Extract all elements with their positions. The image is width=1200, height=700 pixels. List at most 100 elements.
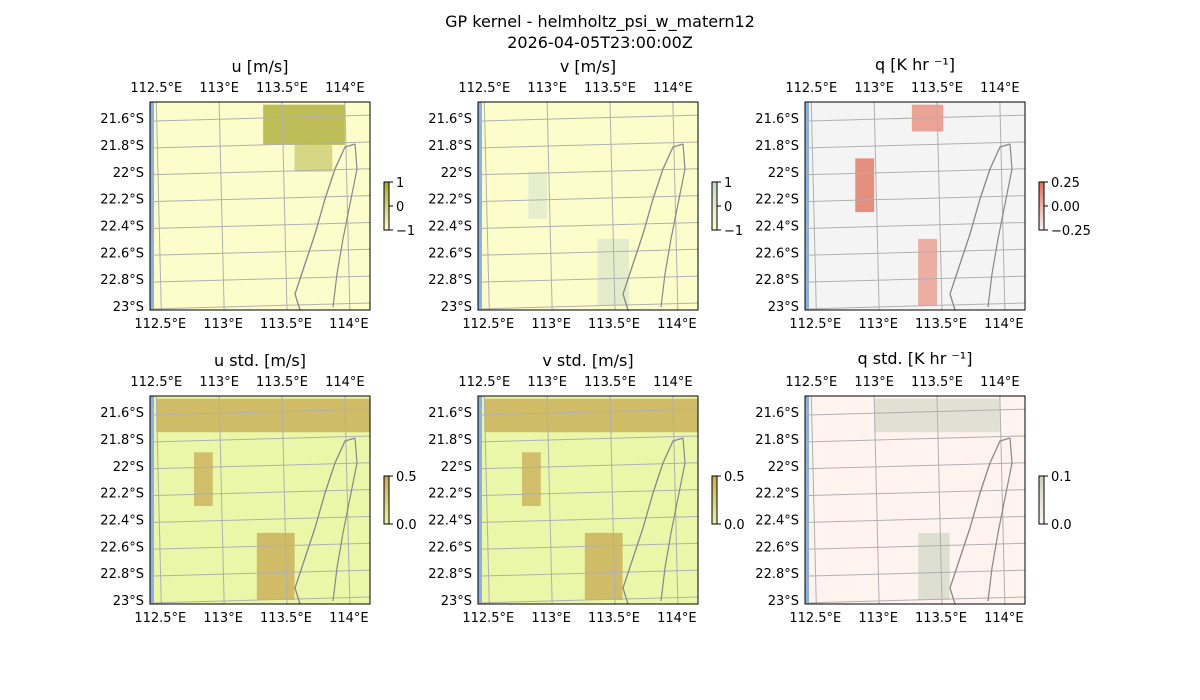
- map-edge: [478, 102, 482, 310]
- lat-tick-label: 22.4°S: [755, 219, 799, 234]
- colorbar: [383, 181, 390, 231]
- map-frame: [804, 101, 1026, 311]
- colorbar-tick-label: 0.00: [1051, 200, 1080, 215]
- graticule-lat: [477, 569, 699, 577]
- coastline-inner: [660, 437, 686, 602]
- lat-tick-label: 22°S: [441, 460, 472, 475]
- graticule-lat: [149, 275, 371, 283]
- lat-tick-label: 21.6°S: [100, 112, 144, 127]
- coastline: [622, 143, 684, 311]
- lat-tick-label: 22.6°S: [428, 246, 472, 261]
- lat-tick-label: 22.2°S: [428, 193, 472, 208]
- map-panel-3: 112.5°E 112.5°E 113°E 113°E 113.5°E 113.5°E 11…: [100, 375, 416, 626]
- colorbar: [711, 475, 718, 525]
- lat-tick-label: 22.8°S: [428, 273, 472, 288]
- lon-tick-label-bottom: 113°E: [531, 611, 571, 626]
- map-background: [805, 102, 1025, 310]
- data-patch: [584, 532, 623, 600]
- graticule-lon: [936, 101, 943, 311]
- lon-tick-label-bottom: 112.5°E: [462, 317, 514, 332]
- data-patch: [194, 452, 213, 507]
- lon-tick-label-top: 113°E: [854, 81, 894, 96]
- lon-tick-label-bottom: 112.5°E: [462, 611, 514, 626]
- lon-tick-label-bottom: 112.5°E: [789, 611, 841, 626]
- lon-tick-label-bottom: 113°E: [203, 317, 243, 332]
- graticule-lat: [149, 114, 371, 122]
- lon-tick-label-bottom: 113.5°E: [260, 317, 312, 332]
- graticule-lon: [873, 395, 880, 605]
- lat-tick-label: 22.8°S: [100, 567, 144, 582]
- graticule-lat: [149, 542, 371, 550]
- graticule-lat: [149, 408, 371, 416]
- panel-title-v: v [m/s]: [559, 57, 617, 76]
- graticule-lon: [609, 101, 616, 311]
- data-patch: [294, 144, 333, 172]
- panel-title-q-std: q std. [K hr ⁻¹]: [857, 349, 973, 368]
- data-patch: [918, 532, 950, 600]
- lon-tick-label-bottom: 113°E: [858, 317, 898, 332]
- graticule-lat: [149, 462, 371, 470]
- lon-tick-label-top: 114°E: [325, 375, 365, 390]
- lat-tick-label: 21.6°S: [100, 406, 144, 421]
- lat-tick-label: 22.6°S: [100, 246, 144, 261]
- graticule-lon: [672, 395, 679, 605]
- graticule-lon: [218, 101, 225, 311]
- lon-tick-label-top: 112.5°E: [458, 81, 510, 96]
- lon-tick-label-top: 114°E: [325, 81, 365, 96]
- lat-tick-label: 21.8°S: [428, 139, 472, 154]
- lon-tick-label-top: 114°E: [980, 81, 1020, 96]
- coastline: [294, 143, 356, 311]
- lat-tick-label: 21.6°S: [428, 406, 472, 421]
- colorbar-tick-label: 0: [724, 200, 732, 215]
- graticule-lon: [999, 101, 1006, 311]
- graticule-lat: [477, 435, 699, 443]
- lon-tick-label-bottom: 113.5°E: [260, 611, 312, 626]
- graticule-lon: [344, 101, 351, 311]
- graticule-lat: [804, 462, 1026, 470]
- lat-tick-label: 22.6°S: [100, 540, 144, 555]
- map-frame: [149, 101, 371, 311]
- graticule-lat: [477, 221, 699, 229]
- coastline: [294, 437, 356, 605]
- data-patch: [256, 532, 295, 600]
- graticule-lon: [936, 395, 943, 605]
- lon-tick-label-top: 112.5°E: [458, 375, 510, 390]
- graticule-lat: [149, 489, 371, 497]
- lat-tick-label: 22.8°S: [755, 567, 799, 582]
- graticule-lat: [477, 515, 699, 523]
- graticule-lon: [546, 395, 553, 605]
- coastline: [949, 437, 1011, 605]
- graticule-lat: [804, 221, 1026, 229]
- graticule-lat: [477, 141, 699, 149]
- lat-tick-label: 21.8°S: [755, 433, 799, 448]
- graticule-lat: [804, 408, 1026, 416]
- lat-tick-label: 21.8°S: [428, 433, 472, 448]
- lat-tick-label: 21.6°S: [755, 406, 799, 421]
- lon-tick-label-top: 112.5°E: [130, 375, 182, 390]
- graticule-lat: [804, 114, 1026, 122]
- map-panel-0: 112.5°E112.5°E113°E113°E113.5°E113.5°E11…: [100, 81, 415, 332]
- coastline: [622, 437, 684, 605]
- lon-tick-label-bottom: 114°E: [984, 611, 1024, 626]
- graticule-lon: [810, 395, 817, 605]
- graticule-lat: [477, 168, 699, 176]
- map-frame: [477, 101, 699, 311]
- map-frame: [804, 395, 1026, 605]
- graticule-lon: [281, 101, 288, 311]
- colorbar-tick-label: 0.1: [1051, 470, 1072, 485]
- lon-tick-label-bottom: 113.5°E: [915, 611, 967, 626]
- lon-tick-label-bottom: 114°E: [657, 317, 697, 332]
- map-panel-5: 112.5°E 112.5°E 113°E 113°E 113.5°E 113.5°E 11…: [755, 375, 1071, 626]
- graticule-lat: [477, 462, 699, 470]
- colorbar-tick-label: 0.0: [1051, 518, 1072, 533]
- lat-tick-label: 23°S: [768, 300, 799, 315]
- lon-tick-label-top: 113.5°E: [911, 375, 963, 390]
- colorbar: [1038, 181, 1045, 231]
- data-patch: [263, 104, 345, 145]
- colorbar-tick-label: 0.25: [1051, 176, 1080, 191]
- colorbar-tick-label: 0.0: [396, 518, 417, 533]
- graticule-lat: [149, 168, 371, 176]
- graticule-lon: [281, 395, 288, 605]
- graticule-lat: [149, 569, 371, 577]
